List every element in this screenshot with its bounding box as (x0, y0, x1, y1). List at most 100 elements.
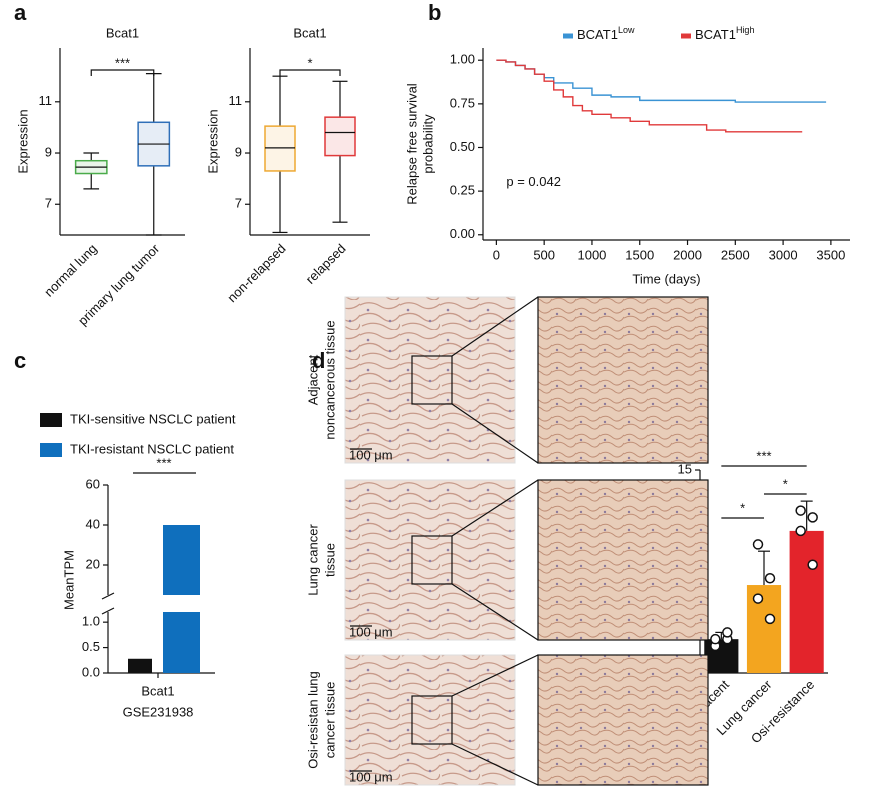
zoom-image (537, 654, 709, 786)
y-axis-label: Expression (205, 109, 220, 173)
y-tick-label: 9 (45, 144, 52, 159)
legend-name: BCAT1 (577, 27, 618, 42)
box (324, 116, 356, 157)
x-tick-label: Bcat1 (141, 683, 174, 698)
zoom-connector (451, 403, 539, 464)
x-tick-label: 2000 (673, 247, 702, 262)
y-axis-label: Expression (15, 109, 30, 173)
y-tick-label: 0.5 (82, 639, 100, 654)
x-tick-label: 1500 (625, 247, 654, 262)
x-tick-label: 1000 (577, 247, 606, 262)
x-tick-label: normal lung (41, 241, 100, 300)
data-point (764, 613, 776, 625)
x-axis-label: Time (days) (632, 271, 700, 286)
legend-swatch (563, 33, 573, 39)
y-tick-label: 7 (45, 196, 52, 211)
zoom-connector (451, 743, 539, 786)
legend-superscript: High (736, 25, 755, 35)
scale-bar-label: 100 μm (349, 447, 393, 462)
significance-bracket (90, 69, 155, 76)
y-tick-label: 20 (86, 556, 100, 571)
zoom-region (411, 535, 453, 585)
annotation: p = 0.042 (506, 174, 561, 189)
bar (128, 658, 152, 673)
survival-curve (496, 59, 803, 133)
axis-break (101, 592, 115, 600)
scale-bar-label: 100 μm (349, 769, 393, 784)
y-tick-label: 60 (86, 476, 100, 491)
bar (789, 530, 824, 673)
panel-letter: a (14, 0, 27, 25)
bar (746, 585, 782, 673)
significance: * (307, 55, 312, 70)
y-axis-label: Relapse free survival (404, 83, 419, 204)
axis-break (101, 607, 115, 615)
legend-label: BCAT1High (695, 25, 754, 42)
scale-bar-label: 100 μm (349, 624, 393, 639)
x-tick-label: 3000 (769, 247, 798, 262)
x-tick-label: relapsed (303, 241, 349, 287)
zoom-region (411, 695, 453, 745)
data-point (722, 627, 733, 638)
zoom-region (411, 355, 453, 405)
row-label: cancer tissue (322, 682, 337, 759)
bar (163, 525, 200, 595)
x-tick-label: non-relapsed (224, 241, 288, 305)
legend-label: BCAT1Low (577, 25, 635, 42)
row-label: Osi-resistan lung (305, 671, 320, 769)
legend-superscript: Low (618, 25, 635, 35)
data-point (752, 539, 764, 550)
zoom-connector (451, 654, 539, 697)
y-tick-label: 11 (229, 93, 243, 108)
data-point (807, 559, 818, 570)
y-tick-label: 7 (235, 196, 242, 211)
data-point (764, 573, 776, 584)
legend-swatch (681, 33, 691, 39)
y-tick-label: 0.50 (450, 139, 475, 154)
y-tick-label: 0.00 (450, 226, 475, 241)
x-axis-label: GSE231938 (123, 704, 194, 719)
significance: *** (156, 455, 171, 470)
significance-bracket (279, 69, 341, 76)
legend-label: TKI-sensitive NSCLC patient (70, 411, 236, 426)
significance: *** (115, 55, 130, 70)
tissue-image (344, 479, 516, 641)
data-point (795, 505, 806, 516)
bar (163, 612, 200, 673)
chart-title: Bcat1 (106, 25, 139, 40)
y-tick-label: 9 (235, 144, 242, 159)
y-axis-label: MeanTPM (61, 550, 76, 610)
row-label: Adjacent (305, 354, 320, 405)
legend-name: BCAT1 (695, 27, 736, 42)
y-tick-label: 1.00 (450, 52, 475, 67)
y-tick-label: 0.75 (450, 95, 475, 110)
zoom-connector (451, 583, 539, 641)
legend-swatch (40, 413, 62, 427)
significance: * (740, 500, 745, 515)
significance: * (783, 476, 788, 491)
y-tick-label: 0.25 (450, 183, 475, 198)
y-tick-label: 0.0 (82, 664, 100, 679)
tissue-image (344, 654, 516, 786)
y-tick-label: 11 (39, 93, 53, 108)
panel-letter: c (14, 348, 26, 373)
panel-letter: b (428, 0, 441, 25)
chart-title: Bcat1 (293, 25, 326, 40)
data-point (795, 525, 806, 537)
legend-label: TKI-resistant NSCLC patient (70, 441, 234, 456)
data-point (807, 512, 818, 523)
zoom-image (537, 296, 709, 464)
y-tick-label: 15 (678, 461, 692, 476)
row-label: noncancerous tissue (322, 320, 337, 439)
box (264, 125, 296, 172)
legend-swatch (40, 443, 62, 457)
bar (704, 639, 739, 673)
y-tick-label: 1.0 (82, 614, 100, 629)
x-tick-label: 500 (533, 247, 555, 262)
y-axis-label: probability (420, 114, 435, 174)
y-tick-label: 40 (86, 516, 100, 531)
tissue-image (344, 296, 516, 464)
zoom-connector (451, 479, 539, 537)
row-label: tissue (322, 543, 337, 577)
